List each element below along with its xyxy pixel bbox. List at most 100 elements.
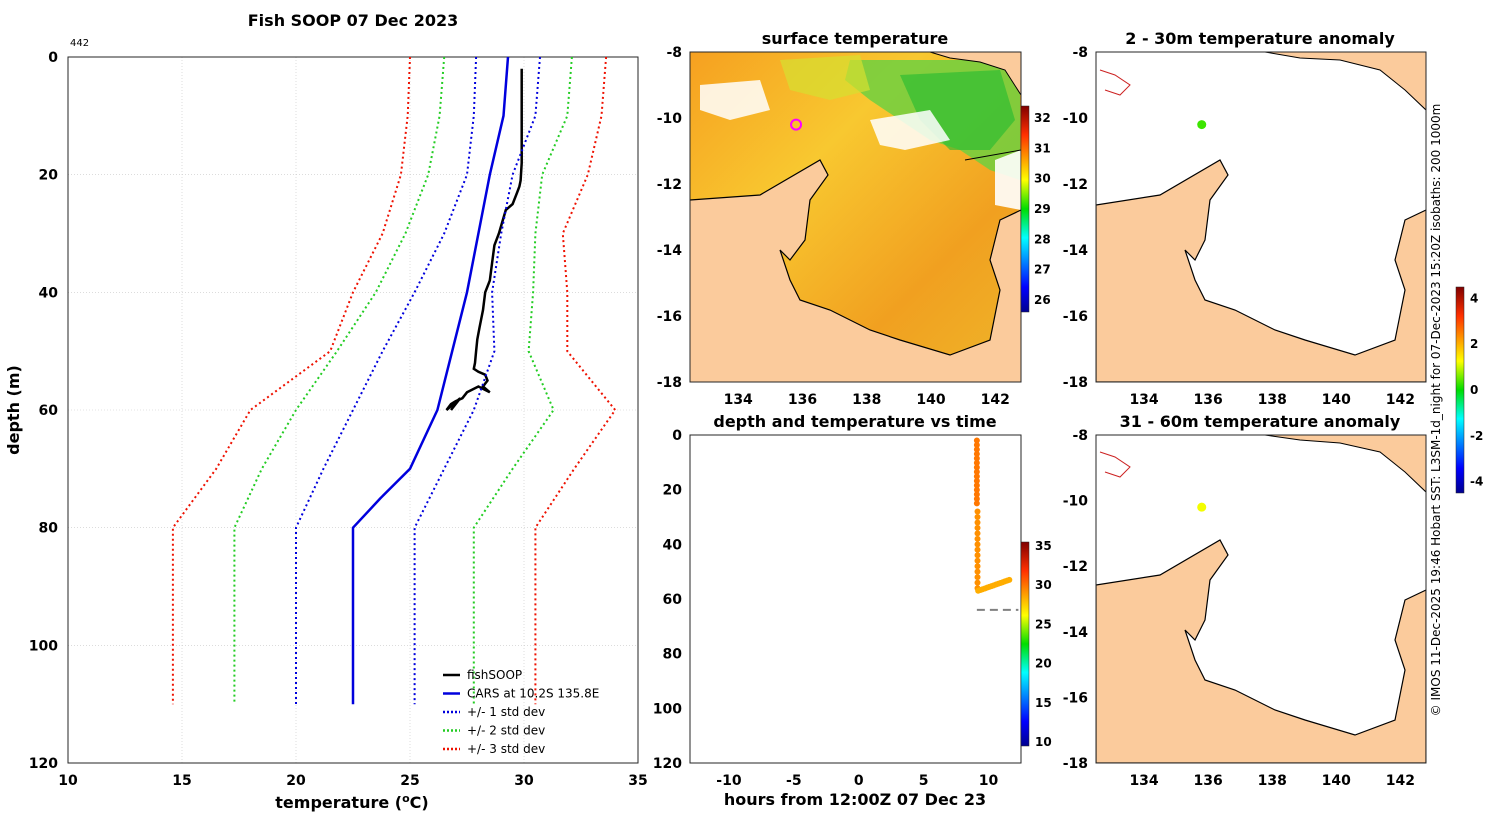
data-point (973, 473, 980, 480)
time-series-frame (689, 434, 1022, 764)
colorbar-tick-label: 15 (1035, 696, 1052, 710)
data-point (974, 524, 981, 531)
time-series-panel: depth and temperature vs time -10 -5 0 5 100… (653, 412, 1052, 809)
y-tick-label: 0 (672, 428, 682, 444)
lon-tick-label: 138 (1258, 392, 1287, 408)
x-tick-label: 15 (172, 773, 191, 789)
profile-series (171, 56, 617, 705)
time-series-colorbar (1020, 541, 1030, 747)
sst-location-marker (790, 118, 803, 131)
anomaly-31-60-body (1096, 435, 1426, 763)
y-tick-label: 100 (653, 701, 682, 717)
y-tick-label: 80 (39, 521, 59, 537)
data-point (973, 437, 980, 444)
anomaly-31-60-title: 31 - 60m temperature anomaly (1120, 412, 1401, 431)
lon-tick-label: 140 (1322, 773, 1351, 789)
data-point (974, 535, 981, 542)
series-line (295, 56, 478, 705)
x-tick-label: 10 (58, 773, 78, 789)
data-point (974, 557, 981, 564)
legend-label: +/- 3 std dev (467, 742, 545, 756)
data-point (973, 450, 980, 457)
data-point (974, 563, 981, 570)
colorbar-tick-label: -4 (1470, 475, 1483, 489)
y-tick-label: 20 (663, 483, 683, 499)
lat-tick-label: -8 (1072, 45, 1088, 61)
data-point (973, 446, 980, 453)
colorbar-tick-label: -2 (1470, 429, 1483, 443)
y-tick-label: 100 (29, 638, 58, 654)
data-point (973, 495, 980, 502)
legend-label: fishSOOP (467, 668, 522, 682)
land-new-guinea (929, 52, 1021, 96)
sst-cloud-gap (995, 150, 1021, 210)
data-point (974, 546, 981, 553)
data-point (973, 459, 980, 466)
y-tick-label: 60 (663, 592, 683, 608)
lon-tick-label: 142 (981, 392, 1010, 408)
legend-label: CARS at 10.2S 135.8E (467, 687, 599, 701)
profile-legend: fishSOOP CARS at 10.2S 135.8E +/- 1 std de… (443, 668, 599, 756)
lat-tick-label: -18 (1063, 756, 1088, 772)
y-tick-label: 80 (663, 647, 683, 663)
data-point (973, 491, 980, 498)
data-point (974, 568, 981, 575)
colorbar-tick-label: 30 (1035, 578, 1052, 592)
colorbar-tick-label: 0 (1470, 383, 1478, 397)
colorbar-tick-label: 29 (1034, 202, 1051, 216)
colorbar-tick-label: 30 (1034, 172, 1051, 186)
lat-tick-label: -18 (657, 375, 682, 391)
y-tick-label: 40 (663, 537, 683, 553)
data-point (973, 486, 980, 493)
data-point (974, 514, 981, 520)
data-point (973, 455, 980, 462)
data-point (974, 530, 981, 537)
data-point (973, 482, 980, 489)
lon-tick-label: 134 (1129, 392, 1158, 408)
colorbar-tick-label: 32 (1034, 111, 1051, 125)
series-line (472, 56, 573, 705)
sst-map-body (690, 52, 1021, 382)
anomaly-2-30-frame (1095, 51, 1427, 383)
lat-tick-label: -14 (657, 243, 683, 259)
colorbar-tick-label: 28 (1034, 232, 1051, 246)
series-line (413, 56, 541, 705)
lon-tick-label: 142 (1386, 392, 1415, 408)
sst-warm-region (780, 55, 870, 100)
y-tick-label: 120 (653, 756, 682, 772)
data-point (974, 541, 981, 548)
lat-tick-label: -8 (1072, 428, 1088, 444)
anomaly-2-30-title: 2 - 30m temperature anomaly (1125, 29, 1395, 48)
lat-tick-label: -14 (1063, 625, 1089, 641)
data-point (974, 552, 981, 559)
lat-tick-label: -16 (1063, 690, 1088, 706)
data-point (974, 574, 981, 581)
x-tick-label: -10 (716, 773, 742, 789)
land-australia (1096, 539, 1426, 763)
lon-tick-label: 136 (788, 392, 817, 408)
legend-label: +/- 1 std dev (467, 705, 545, 719)
lat-tick-label: -12 (1063, 177, 1088, 193)
colorbar-tick-label: 25 (1035, 617, 1052, 631)
coastline (690, 159, 1021, 356)
lon-tick-label: 136 (1194, 392, 1223, 408)
colorbar-tick-label: 20 (1035, 657, 1052, 671)
meta-note: 442 (70, 38, 89, 49)
lat-tick-label: -12 (1063, 559, 1088, 575)
lat-tick-label: -18 (1063, 375, 1088, 391)
anomaly-colorbar (1455, 286, 1465, 494)
data-point (973, 500, 980, 507)
time-series-data (973, 437, 1019, 611)
series-line (534, 56, 617, 705)
sst-cloud-gap (700, 80, 770, 120)
y-tick-label: 60 (39, 403, 59, 419)
x-tick-label: 10 (979, 773, 999, 789)
lat-tick-label: -10 (657, 111, 683, 127)
lon-tick-label: 136 (1194, 773, 1223, 789)
sst-map-ticks: 134 136 138 140 142 -8 -10 -12 -14 -16 -18 (657, 45, 1010, 408)
data-point (973, 477, 980, 484)
lon-tick-label: 140 (1322, 392, 1351, 408)
data-point (973, 464, 980, 471)
lat-tick-label: -10 (1063, 494, 1089, 510)
